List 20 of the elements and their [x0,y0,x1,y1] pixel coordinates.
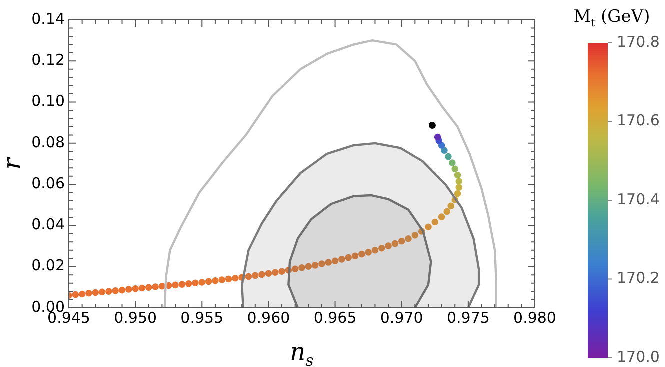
y-tick-label: 0.06 [32,174,65,192]
x-tick-label: 0.980 [514,308,556,327]
color-bar-label: 170.6 [617,112,660,130]
color-bar-label: 170.8 [617,32,660,51]
y-tick-label: 0.02 [32,256,65,275]
x-tick-label: 0.955 [180,308,224,327]
x-tick-label: 0.975 [446,308,490,327]
x-tick-label: 0.950 [114,308,158,327]
color-bar-label: 170.4 [617,190,660,208]
color-bar-label: 170.2 [617,269,660,288]
y-tick-label: 0.10 [32,92,65,110]
x-tick-label: 0.970 [380,308,424,327]
y-tick-label: 0.04 [32,216,65,234]
x-tick-label: 0.965 [314,308,357,327]
x-tick-label: 0.960 [247,308,290,327]
color-bar-label: 170.0 [617,348,660,366]
y-tick-label: 0.08 [32,133,65,152]
y-tick-label: 0.12 [32,51,65,70]
y-axis-title: r [0,156,26,170]
y-tick-label: 0.14 [32,10,65,28]
